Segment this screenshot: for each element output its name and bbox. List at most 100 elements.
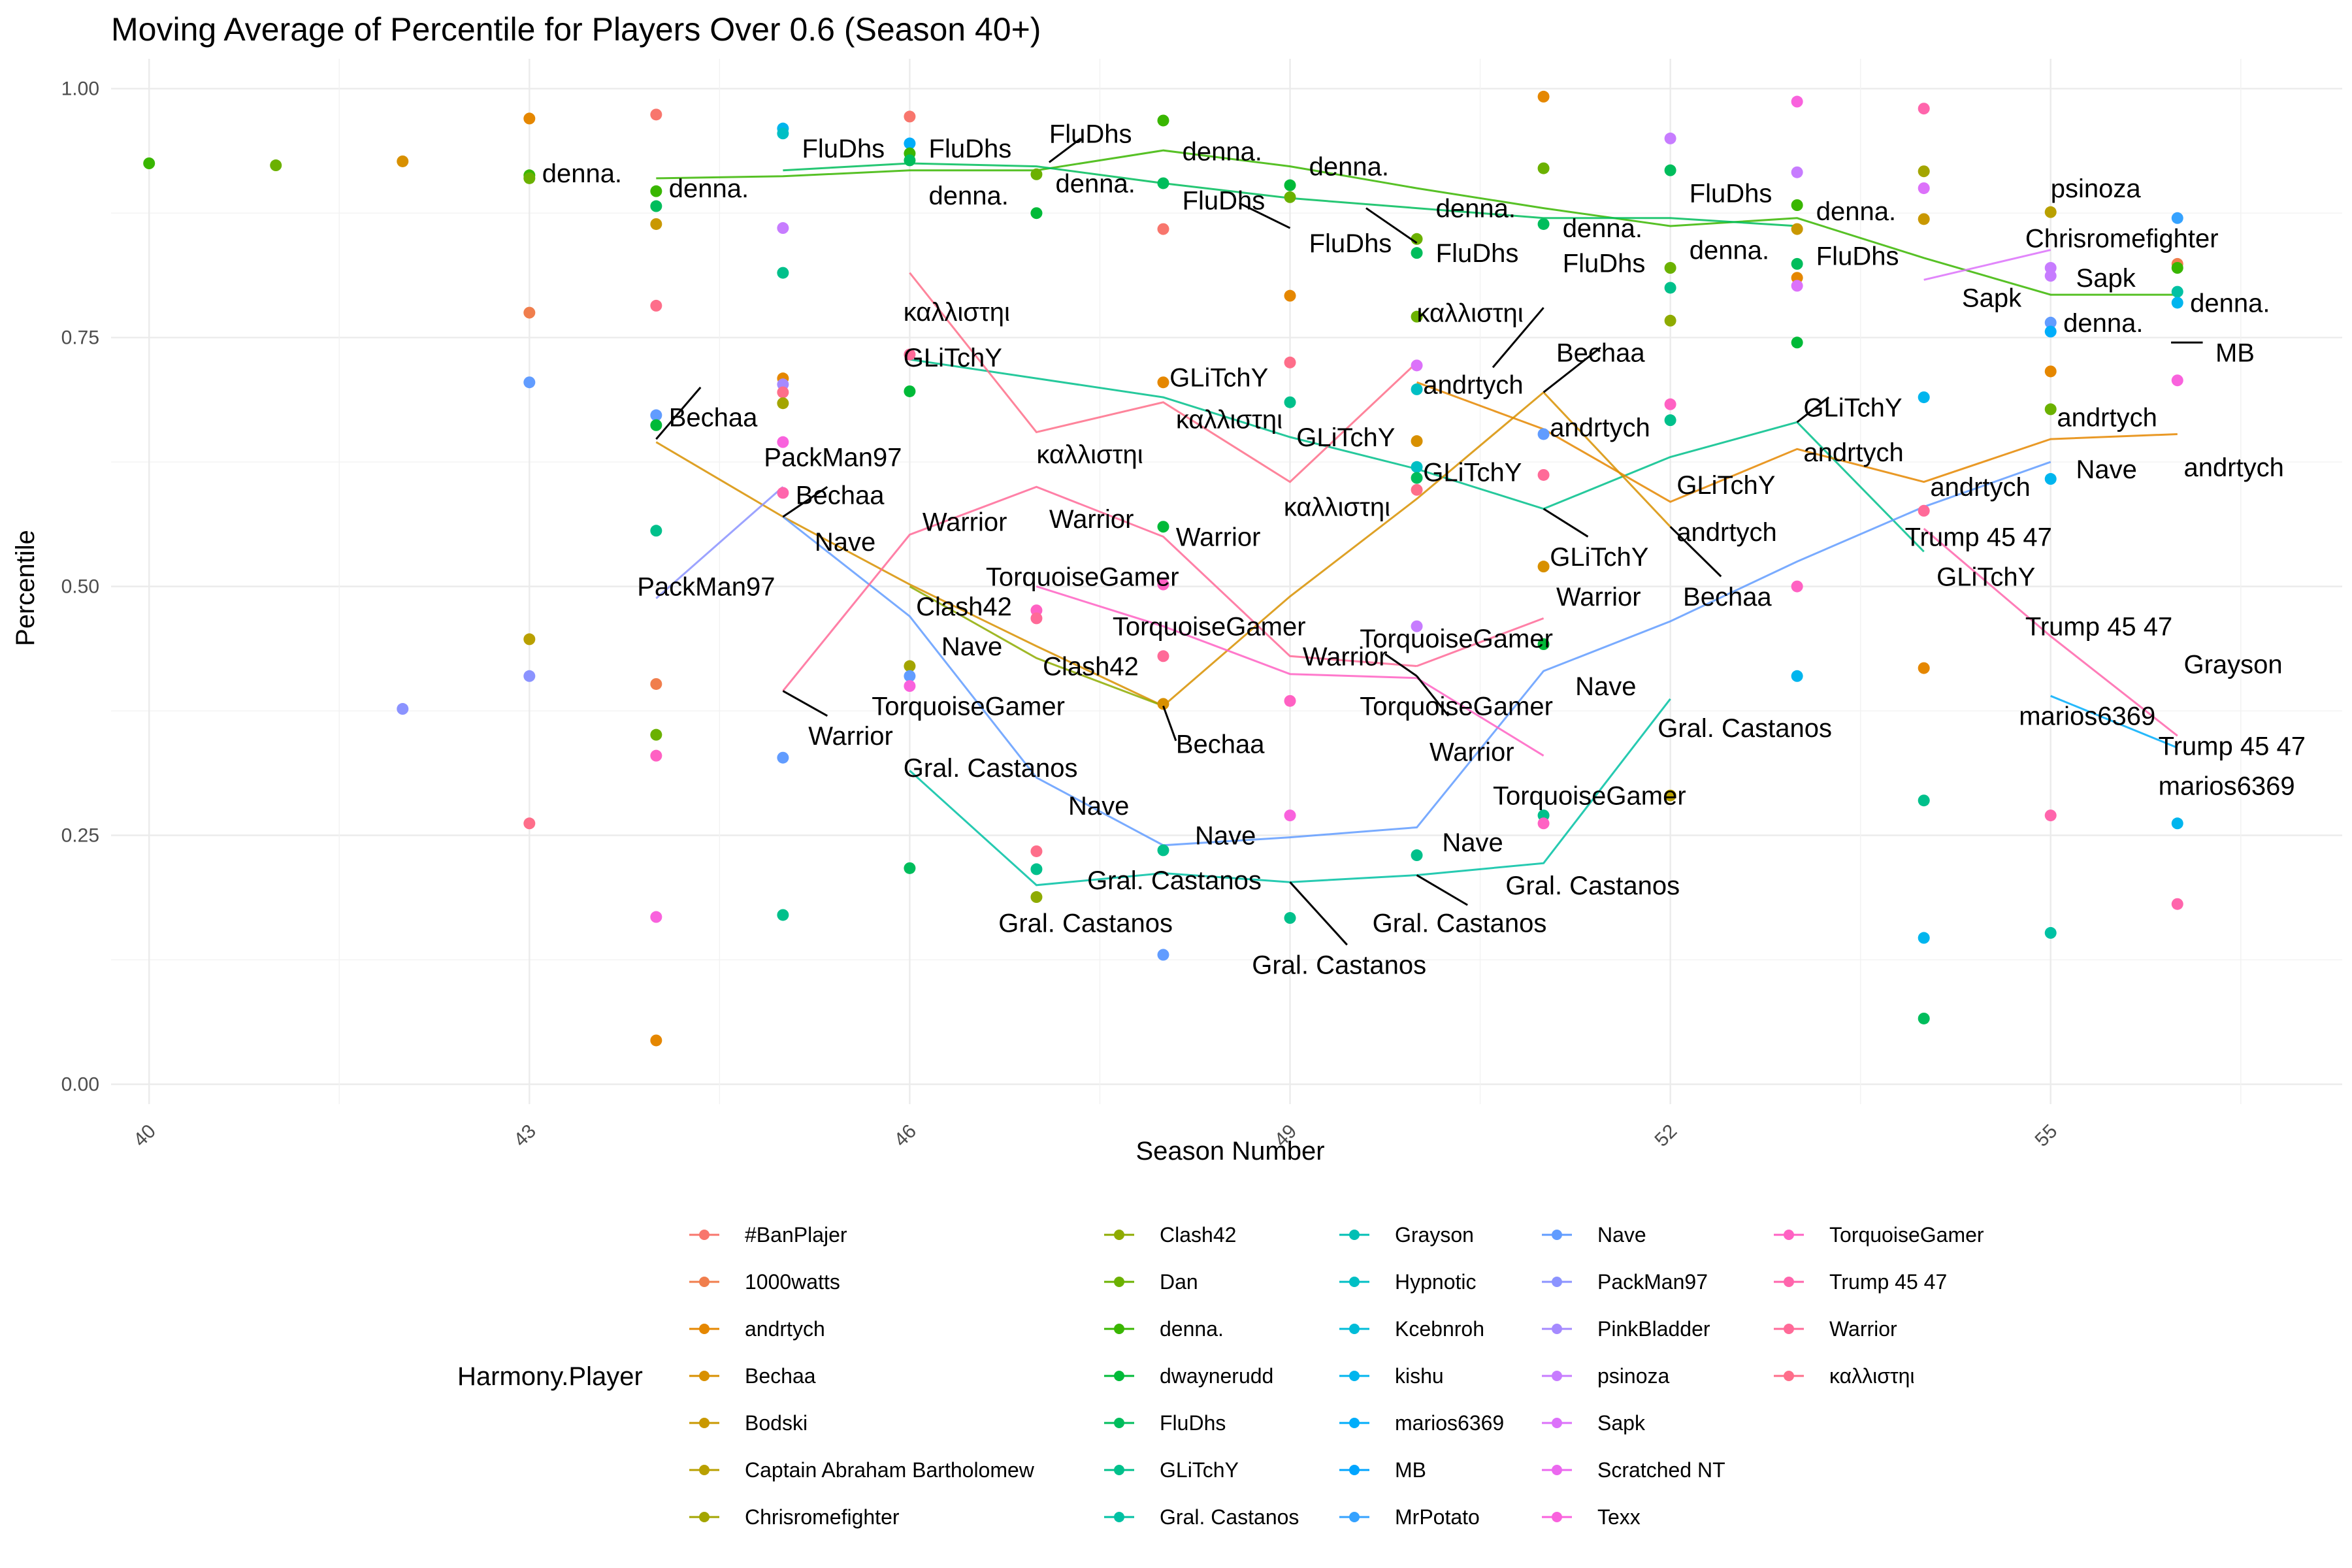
- point-label: Trump 45 47: [2025, 613, 2172, 642]
- legend-entry-label: Scratched NT: [1597, 1458, 1725, 1482]
- legend-key-dot: [1114, 1512, 1124, 1522]
- data-point: [904, 862, 916, 874]
- data-point: [523, 633, 536, 645]
- series-line: [782, 485, 1417, 692]
- point-label: Clash42: [1043, 653, 1139, 681]
- data-point: [904, 670, 916, 682]
- point-label: denna.: [1183, 138, 1262, 167]
- point-label: Nave: [1575, 672, 1636, 701]
- point-label: Bechaa: [1556, 339, 1645, 368]
- point-label: psinoza: [2051, 174, 2142, 203]
- point-label: TorquoiseGamer: [1113, 613, 1306, 642]
- point-label: Bechaa: [669, 404, 758, 433]
- point-label: FluDhs: [1049, 120, 1132, 148]
- data-point: [2044, 473, 2057, 485]
- data-point: [1157, 114, 1169, 127]
- point-label: Gral. Castanos: [1252, 951, 1426, 980]
- data-point: [1030, 891, 1043, 904]
- label-leader-line: [655, 386, 702, 440]
- legend-key-dot: [699, 1371, 710, 1381]
- point-label: Warrior: [1176, 523, 1261, 551]
- data-point: [777, 487, 789, 499]
- y-tick-label: 0.00: [61, 1074, 99, 1096]
- legend-key-dot: [1349, 1371, 1360, 1381]
- point-label: GLiTchY: [1423, 458, 1522, 487]
- legend-entry-label: Bodski: [745, 1411, 808, 1435]
- data-point: [1030, 863, 1043, 875]
- label-leader-line: [1365, 207, 1418, 244]
- data-point: [1411, 435, 1423, 448]
- data-point: [1411, 461, 1423, 473]
- data-point: [777, 127, 789, 140]
- point-label: Warrior: [1303, 642, 1388, 671]
- legend-entry-label: Captain Abraham Bartholomew: [745, 1458, 1035, 1482]
- series-line: [909, 585, 1164, 707]
- data-point: [1284, 191, 1296, 203]
- point-label: Nave: [1068, 792, 1129, 821]
- point-label: Gral. Castanos: [1658, 714, 1832, 743]
- point-label: Gral. Castanos: [998, 909, 1173, 938]
- data-point: [1664, 414, 1676, 427]
- data-point: [904, 660, 916, 672]
- data-point: [397, 703, 409, 715]
- series-line: [909, 358, 1925, 553]
- legend-entry-label: MB: [1395, 1458, 1426, 1482]
- point-label: Warrior: [1556, 583, 1641, 612]
- data-point: [1791, 257, 1803, 270]
- data-point: [1918, 1012, 1930, 1024]
- data-point: [523, 306, 536, 319]
- legend-entry-label: Gral. Castanos: [1160, 1505, 1299, 1529]
- data-point: [397, 155, 409, 167]
- data-point: [2044, 403, 2057, 416]
- data-point: [1157, 376, 1169, 389]
- data-point: [1411, 247, 1423, 259]
- point-label: denna.: [2063, 309, 2143, 338]
- point-label: denna.: [1816, 197, 1896, 226]
- data-point: [2171, 286, 2183, 298]
- series-line: [1923, 249, 2051, 281]
- legend-entry-label: Sapk: [1597, 1411, 1646, 1435]
- point-label: andrtych: [1676, 518, 1776, 547]
- data-point: [2171, 898, 2183, 910]
- data-point: [1918, 165, 1930, 178]
- legend: Harmony.Player #BanPlajer 1000watts andrty…: [457, 1223, 1984, 1529]
- data-point: [1918, 504, 1930, 517]
- point-label: marios6369: [2159, 772, 2295, 800]
- legend-key-dot: [1552, 1277, 1562, 1287]
- legend-entry-label: PinkBladder: [1597, 1317, 1710, 1341]
- data-point: [650, 108, 662, 121]
- data-point: [1284, 912, 1296, 924]
- data-point: [1918, 213, 1930, 225]
- point-label: GLiTchY: [1550, 543, 1648, 572]
- data-point: [1918, 182, 1930, 195]
- legend-key-dot: [1349, 1418, 1360, 1428]
- data-point: [777, 386, 789, 399]
- data-point: [1284, 396, 1296, 408]
- y-tick-label: 0.75: [61, 327, 99, 349]
- data-point: [650, 749, 662, 762]
- legend-key-dot: [1114, 1465, 1124, 1475]
- data-point: [1918, 662, 1930, 674]
- point-label: FluDhs: [1183, 186, 1266, 215]
- point-label: Sapk: [1962, 284, 2022, 313]
- point-layer: [143, 90, 2183, 1047]
- point-label: Bechaa: [796, 481, 885, 510]
- legend-entry-label: MrPotato: [1395, 1505, 1480, 1529]
- label-leader-line: [1796, 396, 1830, 423]
- point-label: denna.: [542, 159, 622, 188]
- data-point: [650, 409, 662, 421]
- y-tick-label: 0.25: [61, 825, 99, 847]
- series-line: [1416, 617, 1544, 667]
- label-leader-line: [1384, 653, 1418, 677]
- data-point: [650, 419, 662, 431]
- data-point: [650, 1034, 662, 1047]
- data-point: [2044, 325, 2057, 338]
- point-label: Warrior: [1049, 505, 1134, 534]
- point-label: denna.: [2190, 289, 2270, 318]
- point-label: Gral. Castanos: [1505, 872, 1680, 900]
- point-label: Gral. Castanos: [1087, 866, 1262, 895]
- data-point: [1664, 262, 1676, 274]
- legend-key-dot: [699, 1418, 710, 1428]
- legend-key-dot: [1552, 1324, 1562, 1334]
- legend-entry-label: Hypnotic: [1395, 1270, 1477, 1294]
